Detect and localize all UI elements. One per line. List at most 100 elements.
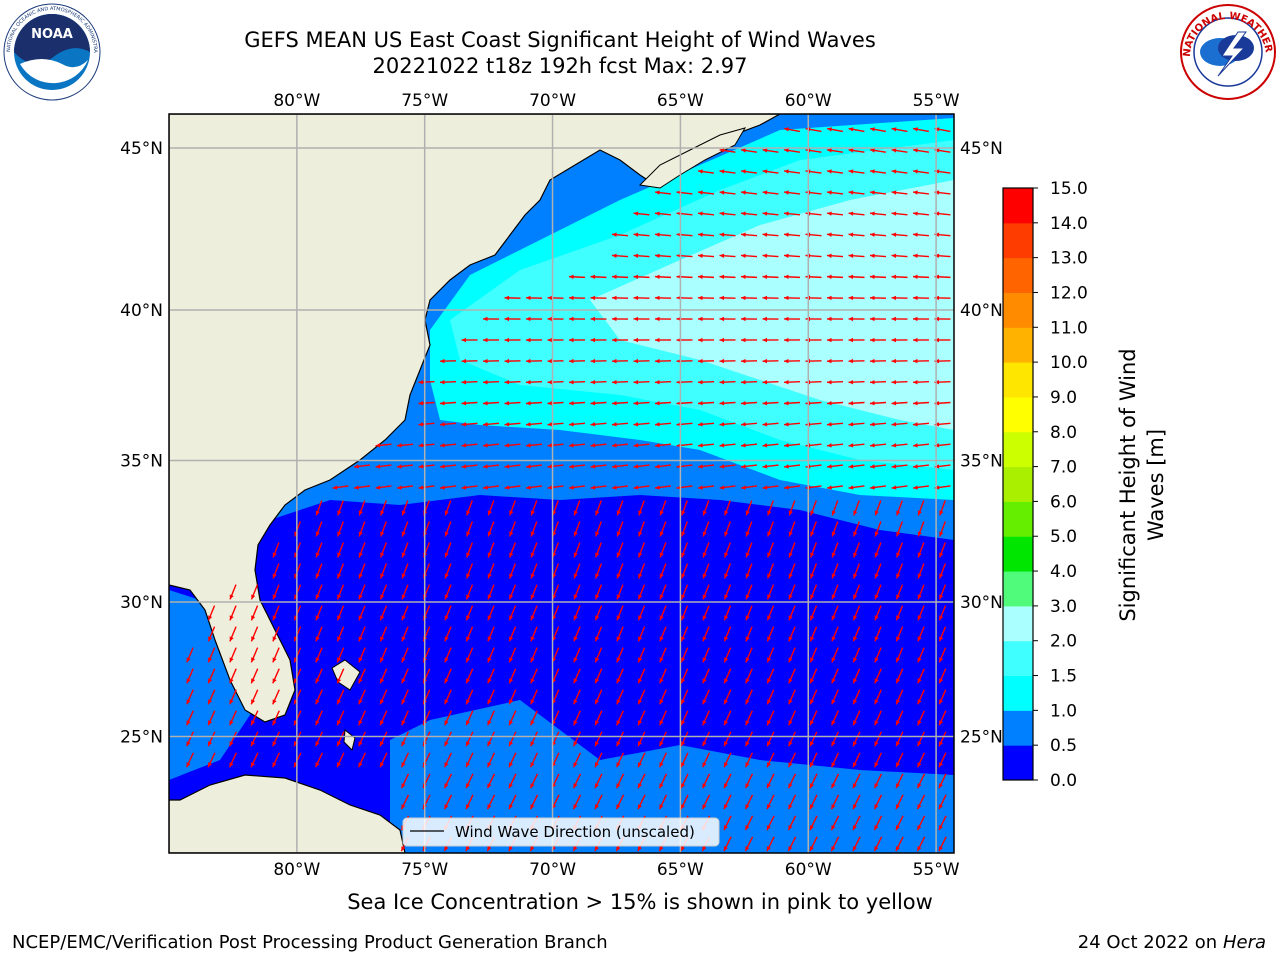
wind-wave-arrowhead <box>939 636 944 642</box>
wind-wave-arrowhead <box>848 127 854 132</box>
wind-wave-arrowhead <box>638 594 643 600</box>
wind-wave-arrowhead <box>251 657 256 663</box>
wind-wave-arrowhead <box>681 615 686 621</box>
colorbar-label-line2: Waves [m] <box>1144 428 1168 542</box>
wind-wave-arrowhead <box>891 127 897 132</box>
wind-wave-arrowhead <box>461 379 467 385</box>
wind-wave-arrowhead <box>272 678 277 684</box>
wind-wave-arrowhead <box>719 295 725 301</box>
wind-wave-arrowhead <box>337 762 341 768</box>
wind-wave-arrowhead <box>762 190 768 195</box>
colorbar-tick-label: 0.0 <box>1050 771 1077 791</box>
colorbar-tick-label: 2.0 <box>1050 632 1077 652</box>
wind-wave-arrowhead <box>913 253 918 258</box>
wind-wave-arrowhead <box>590 443 596 448</box>
noaa-logo-text: NOAA <box>31 27 73 42</box>
wind-wave-arrowhead <box>917 804 922 810</box>
lon-label: 75°W <box>401 860 448 880</box>
wind-wave-arrowhead <box>380 741 385 747</box>
wind-wave-arrowhead <box>530 678 535 684</box>
wind-wave-arrowhead <box>809 846 814 852</box>
wind-wave-arrowhead <box>810 594 815 600</box>
wind-wave-arrowhead <box>315 531 320 537</box>
wind-wave-arrowhead <box>741 422 746 427</box>
wind-wave-arrowhead <box>870 127 875 132</box>
wind-wave-arrowhead <box>698 295 703 301</box>
wind-wave-arrowhead <box>853 615 858 621</box>
wind-wave-arrowhead <box>874 594 879 600</box>
wind-wave-arrowhead <box>547 422 553 427</box>
wind-wave-arrowhead <box>655 358 660 364</box>
wind-wave-arrowhead <box>638 678 643 684</box>
wind-wave-arrowhead <box>698 190 703 195</box>
wind-wave-arrowhead <box>913 443 918 448</box>
wind-wave-arrowhead <box>526 358 531 364</box>
wind-wave-arrowhead <box>418 464 424 469</box>
wind-wave-arrowhead <box>724 531 729 537</box>
wind-wave-arrowhead <box>762 211 768 216</box>
wind-wave-arrowhead <box>870 422 875 427</box>
wind-wave-arrowhead <box>483 358 488 364</box>
colorbar-tick-label: 1.0 <box>1050 701 1077 721</box>
colorbar-segment <box>1003 362 1033 398</box>
wind-wave-arrowhead <box>745 531 750 537</box>
wind-wave-arrowhead <box>590 316 596 322</box>
wind-wave-arrowhead <box>251 615 256 621</box>
wind-wave-arrowhead <box>483 401 488 406</box>
wind-wave-arrowhead <box>896 615 901 621</box>
wind-wave-arrowhead <box>358 594 363 600</box>
colorbar-tick-label: 11.0 <box>1050 318 1088 338</box>
wind-wave-arrowhead <box>702 636 707 642</box>
wind-wave-arrowhead <box>380 573 385 579</box>
wind-wave-arrowhead <box>569 295 574 301</box>
wind-wave-arrowhead <box>483 379 488 385</box>
wind-wave-arrowhead <box>681 594 686 600</box>
wind-wave-arrowhead <box>831 741 836 747</box>
wind-wave-arrowhead <box>917 594 922 600</box>
wind-wave-arrowhead <box>208 741 213 747</box>
colorbar-tick-label: 0.5 <box>1050 736 1077 756</box>
wind-wave-arrowhead <box>896 552 901 558</box>
wind-wave-arrowhead <box>509 762 513 768</box>
wind-wave-arrowhead <box>380 678 385 684</box>
wind-wave-arrowhead <box>612 379 617 385</box>
wind-wave-arrowhead <box>719 401 725 406</box>
wind-wave-arrowhead <box>934 169 940 174</box>
wind-wave-arrowhead <box>745 783 750 789</box>
wind-wave-arrowhead <box>358 657 363 663</box>
wind-wave-arrowhead <box>891 253 897 258</box>
wind-wave-arrowhead <box>530 699 535 705</box>
wind-wave-arrowhead <box>487 615 492 621</box>
wind-wave-arrowhead <box>762 148 768 153</box>
wind-wave-arrowhead <box>741 401 746 406</box>
wind-wave-arrowhead <box>827 464 832 469</box>
wind-wave-arrowhead <box>547 401 553 406</box>
wind-wave-arrowhead <box>659 510 664 516</box>
colorbar <box>1003 188 1033 781</box>
wind-wave-arrowhead <box>767 573 772 579</box>
wind-wave-arrowhead <box>766 825 771 831</box>
wind-wave-arrowhead <box>788 762 793 768</box>
wind-wave-arrowhead <box>724 594 729 600</box>
lon-labels-bottom: 80°W 75°W 70°W 65°W 60°W 55°W <box>273 860 959 880</box>
colorbar-segment <box>1003 431 1033 468</box>
wind-wave-arrowhead <box>637 804 642 810</box>
wind-wave-arrowhead <box>509 636 514 642</box>
wind-wave-arrowhead <box>504 464 510 469</box>
wind-wave-arrowhead <box>784 274 789 280</box>
wind-wave-arrowhead <box>530 510 535 516</box>
wind-wave-arrowhead <box>891 148 897 153</box>
wind-wave-arrowhead <box>595 762 599 768</box>
wind-wave-arrowhead <box>827 232 832 237</box>
wind-wave-arrowhead <box>719 358 725 364</box>
wind-wave-arrowhead <box>784 232 789 237</box>
land-cuba <box>169 774 406 853</box>
wind-wave-arrowhead <box>358 510 363 516</box>
wind-wave-arrowhead <box>595 510 600 516</box>
wind-wave-arrowhead <box>504 401 510 406</box>
wind-wave-arrowhead <box>702 804 707 810</box>
wind-wave-arrowhead <box>272 657 277 663</box>
wind-wave-arrowhead <box>337 720 342 726</box>
wind-wave-arrowhead <box>767 657 772 663</box>
wind-wave-arrowhead <box>509 594 514 600</box>
